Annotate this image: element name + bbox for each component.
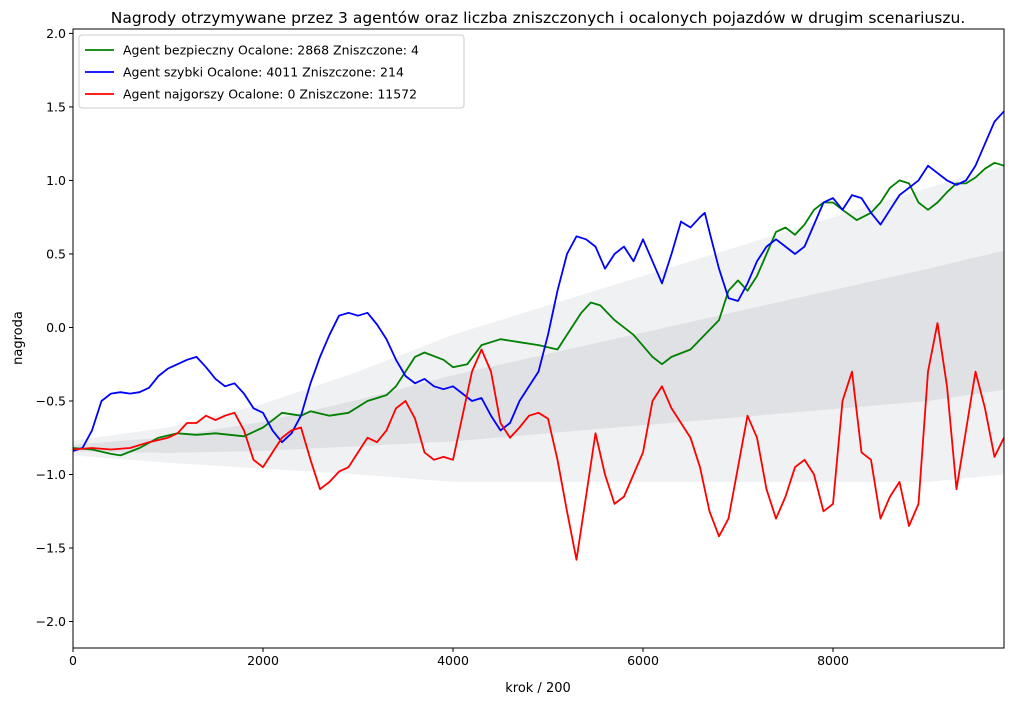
chart-title: Nagrody otrzymywane przez 3 agentów oraz… <box>111 9 966 27</box>
y-tick-label: −0.5 <box>36 393 66 408</box>
series-line-3 <box>72 322 1005 561</box>
x-tick-label: 4000 <box>437 653 469 668</box>
y-tick-label: 1.0 <box>46 173 66 188</box>
x-axis-label: krok / 200 <box>505 681 571 696</box>
x-tick-label: 6000 <box>627 653 659 668</box>
legend-label-3: Agent najgorszy Ocalone: 0 Zniszczone: 1… <box>123 87 417 102</box>
legend: Agent bezpieczny Ocalone: 2868 Zniszczon… <box>78 34 465 109</box>
background-noise-band <box>73 165 1004 482</box>
x-tick-label: 0 <box>69 653 77 668</box>
series-lines <box>72 110 1005 561</box>
x-tick-label: 8000 <box>817 653 849 668</box>
y-tick-label: 1.5 <box>46 99 66 114</box>
y-axis-ticks: −2.0 −1.5 −1.0 −0.5 0.0 0.5 1.0 1.5 2.0 <box>36 26 73 629</box>
x-tick-label: 2000 <box>247 653 279 668</box>
y-tick-label: −2.0 <box>36 614 66 629</box>
series-line-2 <box>72 110 1005 452</box>
y-tick-label: −1.5 <box>36 541 66 556</box>
legend-label-1: Agent bezpieczny Ocalone: 2868 Zniszczon… <box>123 43 419 58</box>
noise-band-core <box>73 250 1004 453</box>
y-tick-label: 0.0 <box>46 320 66 335</box>
y-tick-label: −1.0 <box>36 467 66 482</box>
legend-box <box>78 34 465 109</box>
legend-label-2: Agent szybki Ocalone: 4011 Zniszczone: 2… <box>123 65 404 80</box>
x-axis-ticks: 0 2000 4000 6000 8000 <box>69 648 849 668</box>
plot-frame <box>72 28 1005 649</box>
series-line-1 <box>72 161 1005 457</box>
y-axis-label: nagroda <box>11 311 26 365</box>
y-tick-label: 2.0 <box>46 26 66 41</box>
y-tick-label: 0.5 <box>46 246 66 261</box>
